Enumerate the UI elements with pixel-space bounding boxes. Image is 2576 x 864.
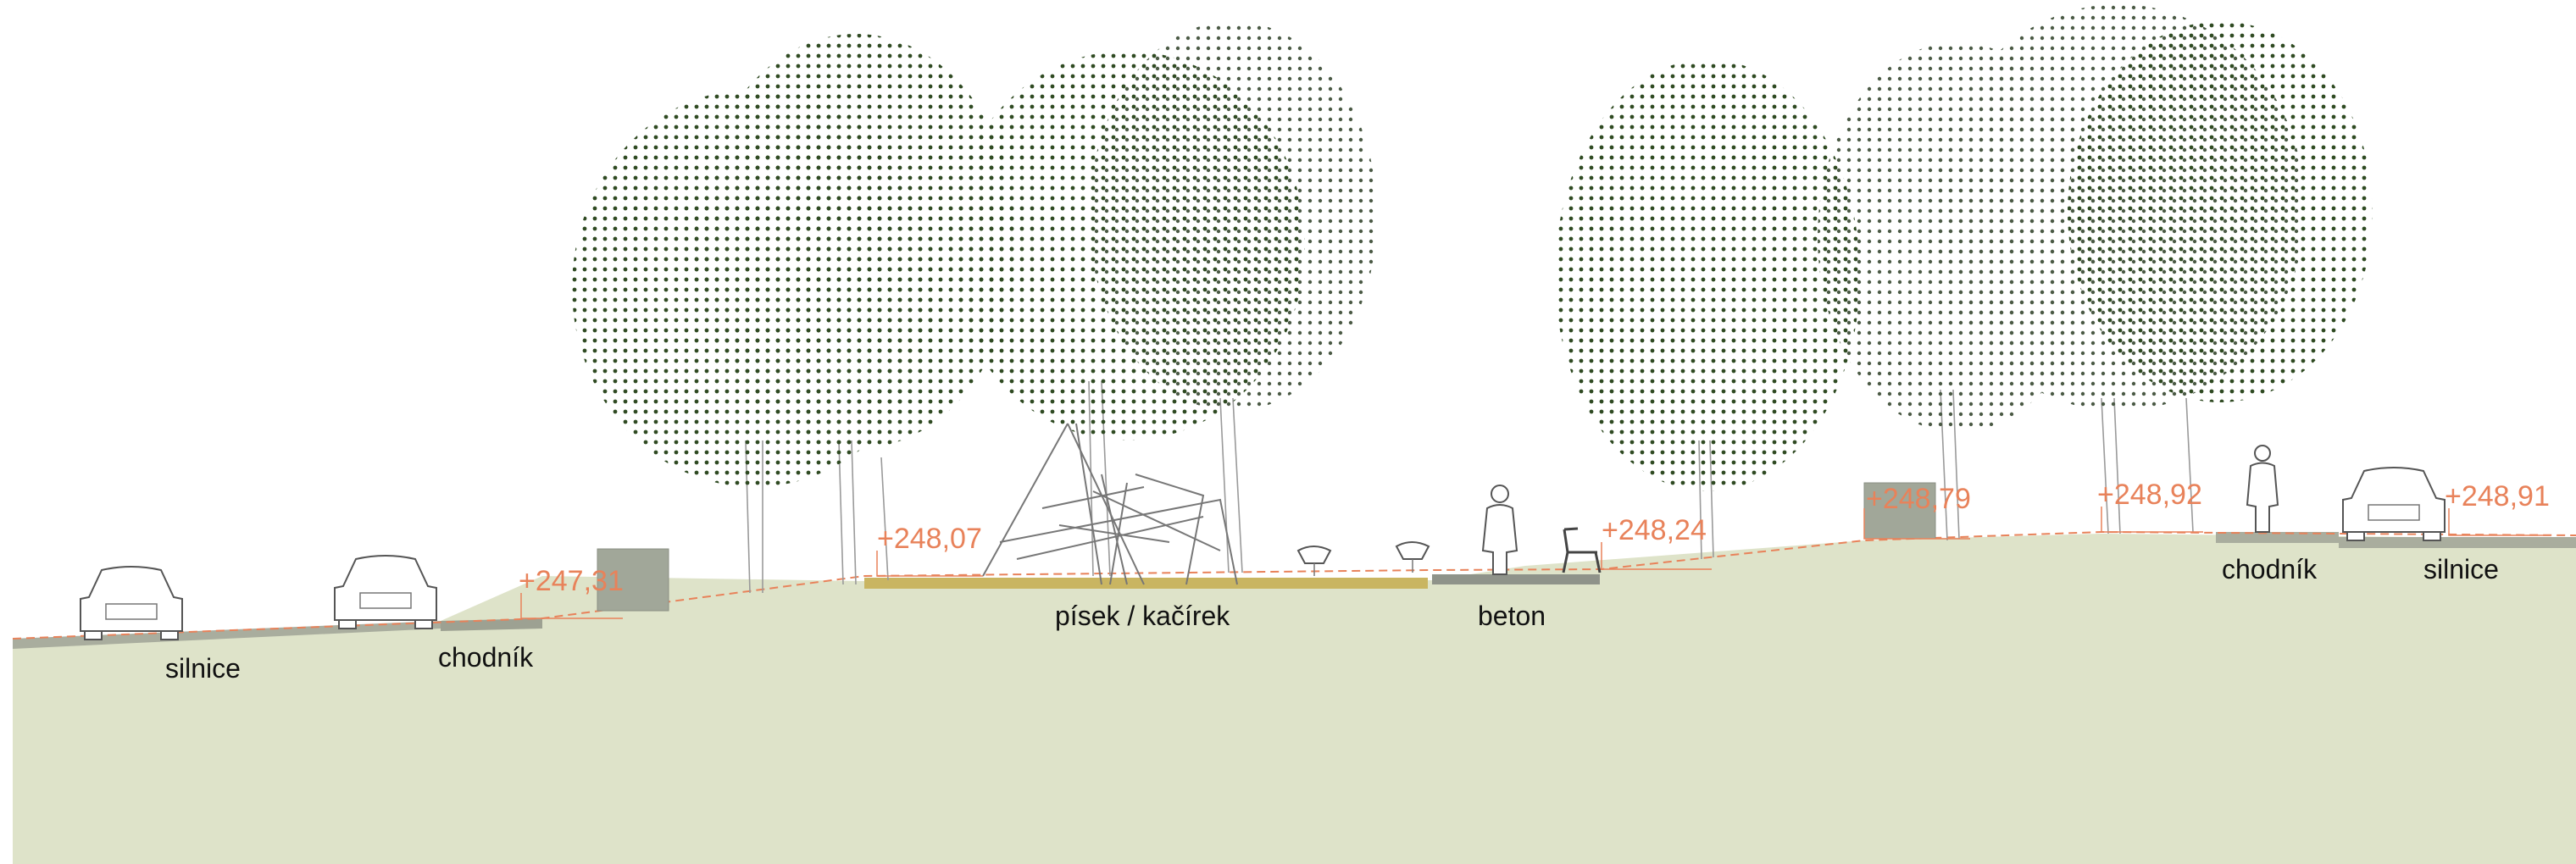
label-sand-gravel: písek / kačírek [1055, 601, 1230, 631]
label-road-left: silnice [165, 653, 241, 684]
sand-gravel-surface [864, 578, 1428, 589]
label-sidewalk-left: chodník [438, 642, 534, 673]
elevation-label-4: +248,79 [1866, 483, 1971, 515]
label-sidewalk-right: chodník [2222, 554, 2318, 584]
elevation-label-6: +248,91 [2445, 480, 2550, 512]
climbing-structure-icon [982, 423, 1238, 585]
road-left-surface [13, 621, 441, 649]
car-icon [80, 467, 2446, 640]
concrete-block-left [597, 548, 669, 612]
elevation-label-3: +248,24 [1602, 514, 1707, 546]
concrete-surface [1432, 574, 1600, 584]
elevation-label-2: +248,07 [877, 523, 982, 555]
ground-section [13, 534, 2576, 864]
tree-trunks [745, 380, 2194, 594]
label-concrete: beton [1478, 601, 1546, 631]
elevation-label-5: +248,92 [2097, 479, 2202, 511]
label-road-right: silnice [2423, 554, 2499, 584]
elevation-markers [520, 507, 2551, 619]
concrete-block-right [1863, 482, 1936, 540]
elevation-label-1: +247,31 [519, 565, 624, 597]
bench-icon [1562, 527, 1602, 573]
spring-rider-icon [1296, 541, 1430, 576]
sidewalk-right-surface [2216, 532, 2339, 543]
terrain-profile-line [12, 530, 2576, 640]
road-right-surface [2339, 537, 2576, 548]
tree-canopy-icon [572, 4, 2373, 491]
person-icon [1481, 445, 2279, 575]
